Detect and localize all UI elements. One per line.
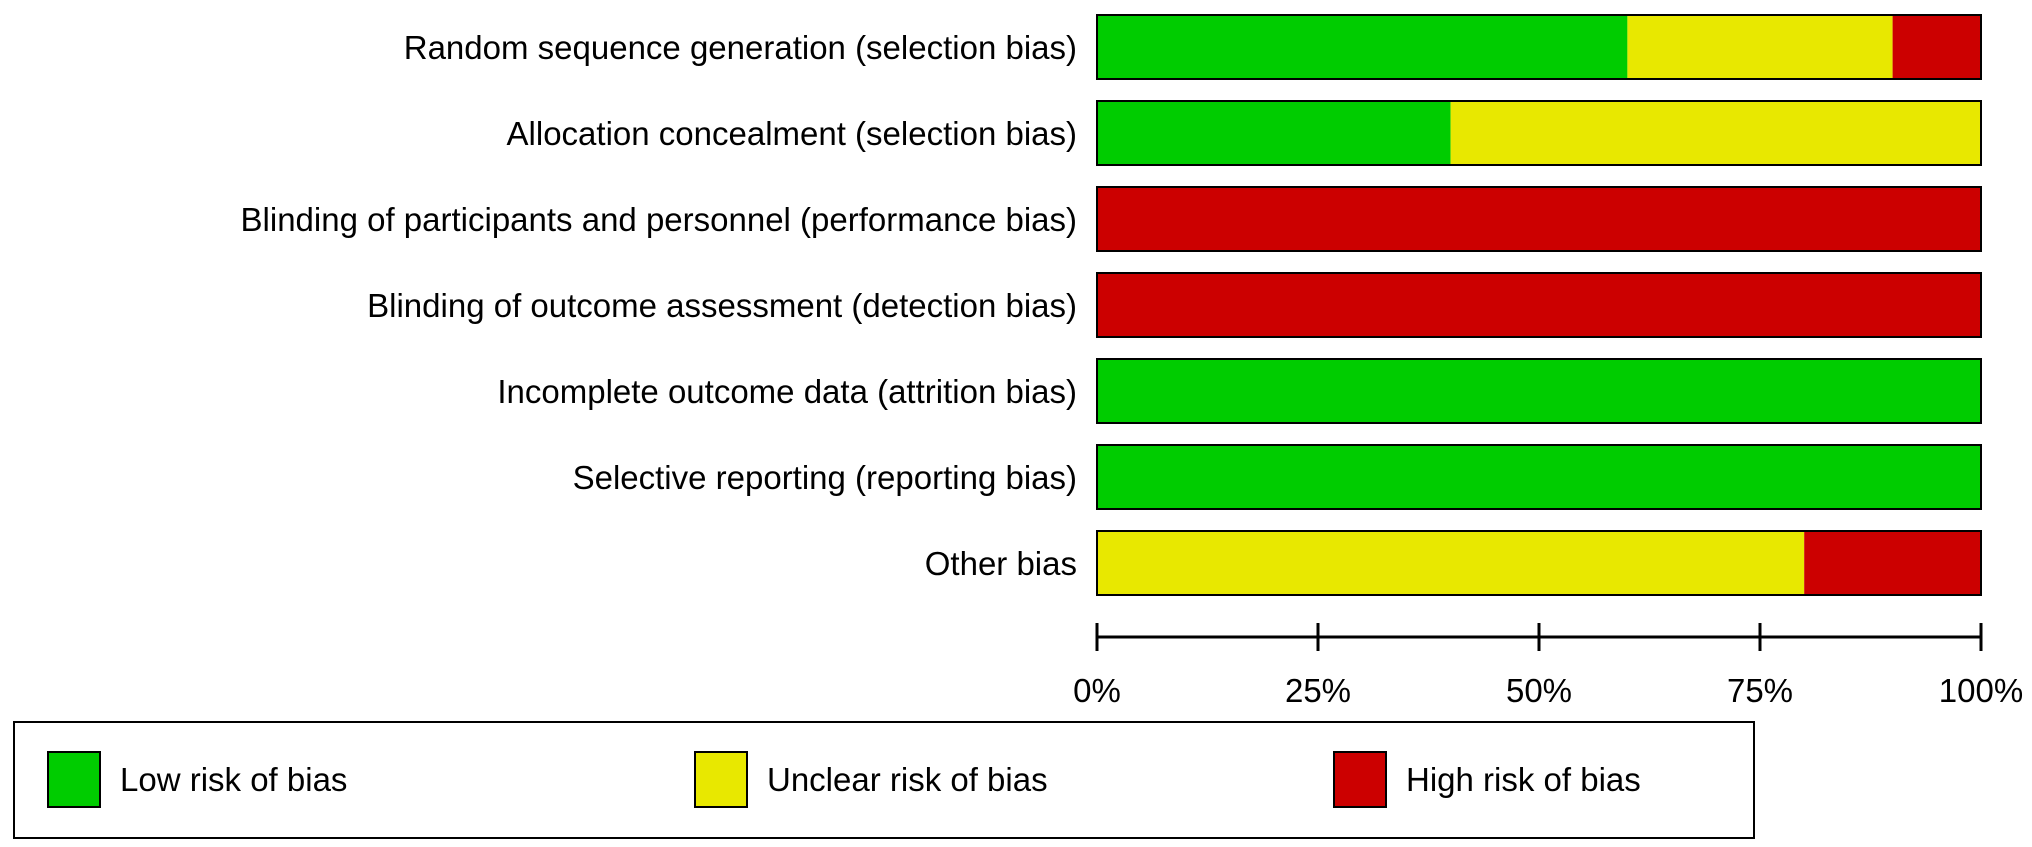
bars [1096,14,1982,596]
legend-swatch [1333,751,1387,808]
bar-outline [1096,272,1982,338]
bar-segment [1097,359,1981,423]
bar-segment [1097,445,1981,509]
category-label: Blinding of outcome assessment (detectio… [367,287,1077,324]
x-tick-label: 100% [1939,672,2023,709]
category-label: Blinding of participants and personnel (… [241,201,1077,238]
category-label: Selective reporting (reporting bias) [573,459,1077,496]
legend-swatch [47,751,101,808]
bar-outline [1096,530,1982,596]
category-labels: Random sequence generation (selection bi… [241,29,1077,582]
bar-segment [1450,101,1981,165]
legend-items: Low risk of bias Unclear risk of bias High… [47,751,1641,808]
bar-outline [1096,14,1982,80]
bar-outline [1096,100,1982,166]
bar-outline [1096,444,1982,510]
bar-segment [1097,101,1451,165]
legend-box [13,721,1755,839]
x-tick-label: 25% [1285,672,1351,709]
category-label: Allocation concealment (selection bias) [507,115,1077,152]
x-axis: 0% 25% 50% 75% 100% [1073,623,2023,709]
legend-label: High risk of bias [1406,761,1641,798]
legend: Low risk of bias Unclear risk of bias High… [13,721,1755,839]
x-tick-label: 50% [1506,672,1572,709]
bar-segment [1097,187,1981,251]
legend-label: Unclear risk of bias [767,761,1048,798]
bar-outline [1096,358,1982,424]
category-label: Random sequence generation (selection bi… [404,29,1077,66]
x-tick-label: 75% [1727,672,1793,709]
category-label: Other bias [925,545,1077,582]
bar-segment [1892,15,1981,79]
bar-segment [1627,15,1893,79]
bar-segment [1097,273,1981,337]
category-label: Incomplete outcome data (attrition bias) [497,373,1077,410]
bar-segment [1804,531,1981,595]
legend-label: Low risk of bias [120,761,347,798]
legend-swatch [694,751,748,808]
bar-segment [1097,531,1805,595]
x-tick-label: 0% [1073,672,1121,709]
bar-outline [1096,186,1982,252]
bar-segment [1097,15,1628,79]
